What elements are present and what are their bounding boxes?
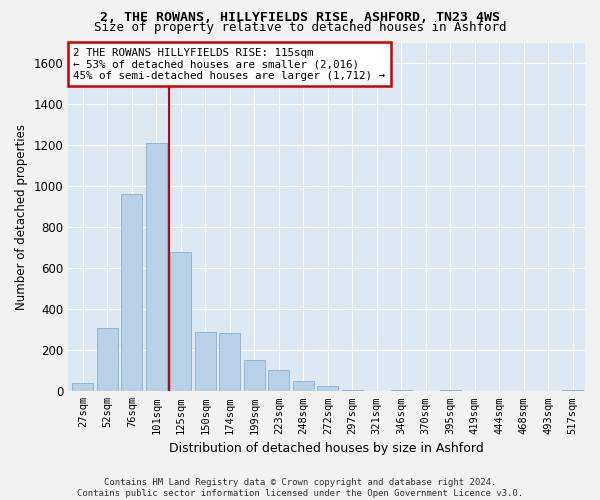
Bar [146, 143, 167, 392]
Y-axis label: Number of detached properties: Number of detached properties [15, 124, 28, 310]
Bar [268, 370, 289, 392]
Text: Contains HM Land Registry data © Crown copyright and database right 2024.
Contai: Contains HM Land Registry data © Crown c… [77, 478, 523, 498]
Bar [562, 390, 583, 392]
X-axis label: Distribution of detached houses by size in Ashford: Distribution of detached houses by size … [169, 442, 484, 455]
Bar [293, 382, 314, 392]
Text: 2, THE ROWANS, HILLYFIELDS RISE, ASHFORD, TN23 4WS: 2, THE ROWANS, HILLYFIELDS RISE, ASHFORD… [100, 11, 500, 24]
Bar [97, 328, 118, 392]
Bar [440, 390, 461, 392]
Bar [121, 194, 142, 392]
Bar [195, 332, 216, 392]
Bar [220, 333, 240, 392]
Bar [391, 390, 412, 392]
Bar [342, 390, 363, 392]
Bar [317, 386, 338, 392]
Bar [244, 360, 265, 392]
Text: Size of property relative to detached houses in Ashford: Size of property relative to detached ho… [94, 22, 506, 35]
Bar [170, 252, 191, 392]
Text: 2 THE ROWANS HILLYFIELDS RISE: 115sqm
← 53% of detached houses are smaller (2,01: 2 THE ROWANS HILLYFIELDS RISE: 115sqm ← … [73, 48, 385, 81]
Bar [73, 383, 93, 392]
